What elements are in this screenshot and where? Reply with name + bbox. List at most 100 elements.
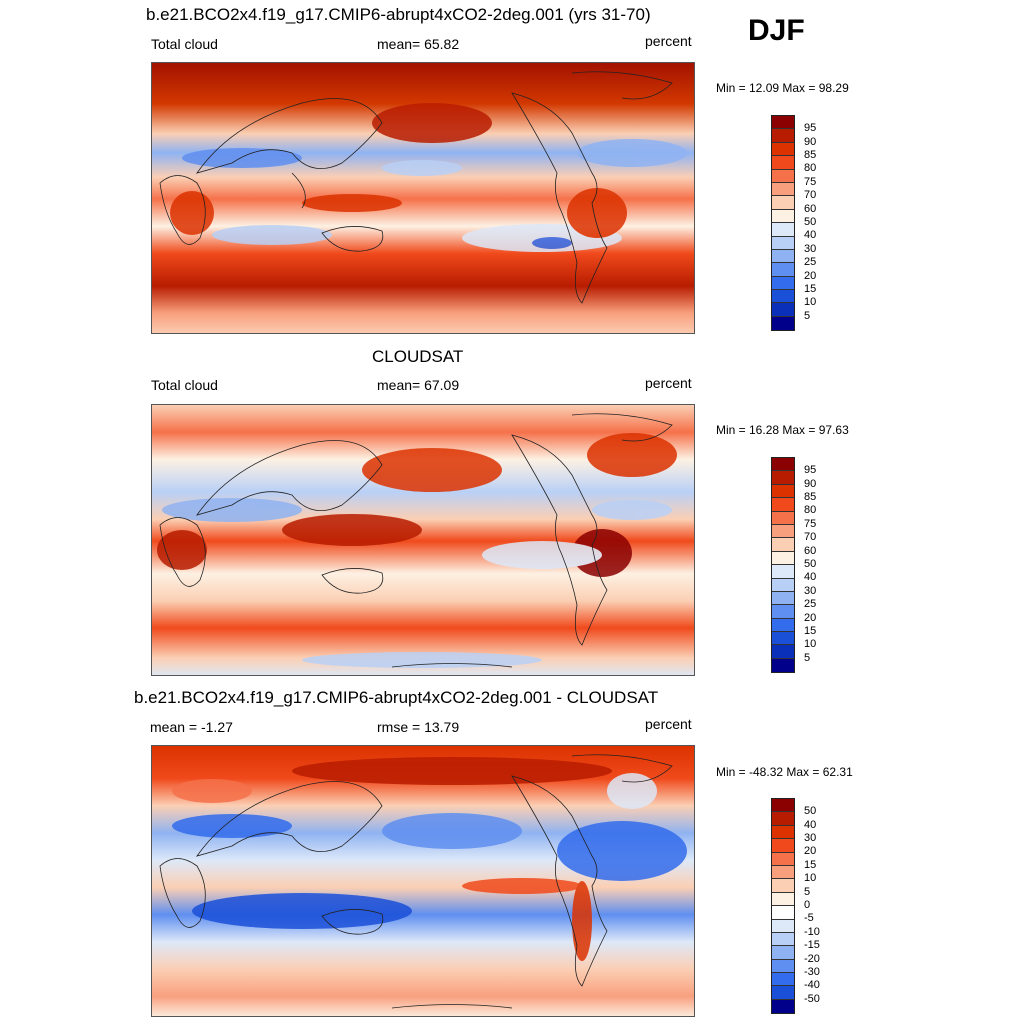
colorbar-tick-label: 20 <box>804 269 817 282</box>
colorbar-tick-label: 75 <box>804 517 817 530</box>
colorbar-tick-label: -5 <box>804 912 814 925</box>
season-label: DJF <box>748 14 805 47</box>
colorbar-tick-label: 90 <box>804 135 817 148</box>
panel-1-colorbar-cell <box>772 209 794 224</box>
colorbar-tick-label: 5 <box>804 309 811 322</box>
panel-1-title: b.e21.BCO2x4.f19_g17.CMIP6-abrupt4xCO2-2… <box>146 5 651 24</box>
panel-3-colorbar-cell <box>772 986 794 1000</box>
panel-1-colorbar-cell <box>772 156 794 170</box>
colorbar-tick-label: 10 <box>804 296 817 309</box>
panel-3-colorbar <box>771 798 795 1015</box>
panel-1-colorbar-cell <box>772 142 794 157</box>
colorbar-tick-label: 20 <box>804 845 817 858</box>
panel-2-minmax: Min = 16.28 Max = 97.63 <box>716 423 849 437</box>
panel-3-colorbar-cell <box>772 825 794 840</box>
panel-1-colorbar-cell <box>772 236 794 250</box>
panel-1-colorbar-cell <box>772 169 794 183</box>
colorbar-tick-label: 85 <box>804 148 817 161</box>
panel-2-blobs <box>157 433 677 668</box>
panel-3-units-label: percent <box>645 716 692 732</box>
panel-1-colorbar-cell <box>772 196 794 210</box>
panel-1-variable-label: Total cloud <box>151 36 218 52</box>
colorbar-tick-label: 30 <box>804 242 817 255</box>
colorbar-tick-label: 85 <box>804 490 817 503</box>
colorbar-tick-label: 10 <box>804 638 817 651</box>
colorbar-tick-label: 50 <box>804 215 817 228</box>
panel-1-colorbar-cell <box>772 223 794 237</box>
colorbar-tick-label: 40 <box>804 229 817 242</box>
colorbar-tick-label: 25 <box>804 256 817 269</box>
panel-3-title: b.e21.BCO2x4.f19_g17.CMIP6-abrupt4xCO2-2… <box>134 688 659 707</box>
panel-3-colorbar-cell <box>772 999 794 1014</box>
panel-3-colorbar-cell <box>772 812 794 826</box>
colorbar-tick-label: 15 <box>804 858 817 871</box>
colorbar-tick-label: -50 <box>804 992 820 1005</box>
panel-1-colorbar-cell <box>772 129 794 143</box>
panel-1-colorbar-cell <box>772 290 794 304</box>
panel-2-mean-label: mean= 67.09 <box>377 377 460 393</box>
colorbar-tick-label: 0 <box>804 898 811 911</box>
colorbar-tick-label: 50 <box>804 557 817 570</box>
panel-2-colorbar-cell <box>772 524 794 539</box>
panel-1-colorbar-cell <box>772 263 794 277</box>
panel-1-units-label: percent <box>645 33 692 49</box>
colorbar-tick-label: 75 <box>804 175 817 188</box>
panel-1-minmax: Min = 12.09 Max = 98.29 <box>716 81 849 95</box>
panel-1-colorbar-cell <box>772 316 794 331</box>
panel-3-map <box>151 745 695 1017</box>
colorbar-tick-label: 5 <box>804 885 811 898</box>
panel-2-colorbar-cell <box>772 484 794 499</box>
panel-1-colorbar <box>771 115 795 332</box>
panel-2-colorbar-cell <box>772 551 794 566</box>
panel-2-variable-label: Total cloud <box>151 377 218 393</box>
panel-2-colorbar-cell <box>772 458 794 472</box>
panel-3-colorbar-cell <box>772 865 794 880</box>
panel-2-colorbar-cell <box>772 471 794 485</box>
panel-1-colorbar-cell <box>772 249 794 264</box>
colorbar-tick-label: -30 <box>804 965 820 978</box>
panel-2-colorbar-cell <box>772 658 794 673</box>
colorbar-tick-label: 20 <box>804 611 817 624</box>
colorbar-tick-label: 30 <box>804 831 817 844</box>
colorbar-tick-label: 50 <box>804 805 817 817</box>
colorbar-tick-label: -20 <box>804 952 820 965</box>
colorbar-tick-label: 95 <box>804 122 817 134</box>
panel-2-colorbar <box>771 457 795 674</box>
panel-2-colorbar-cell <box>772 632 794 646</box>
panel-3-colorbar-cell <box>772 959 794 974</box>
panel-3-blobs <box>172 757 687 961</box>
panel-1-colorbar-cell <box>772 303 794 317</box>
colorbar-tick-label: 80 <box>804 504 817 517</box>
colorbar-tick-label: 95 <box>804 464 817 476</box>
colorbar-tick-label: 60 <box>804 544 817 557</box>
colorbar-tick-label: 60 <box>804 202 817 215</box>
panel-3-rmse-label: rmse = 13.79 <box>377 719 460 735</box>
colorbar-tick-label: 10 <box>804 872 817 885</box>
panel-2-colorbar-cell <box>772 538 794 552</box>
panel-2-colorbar-cell <box>772 645 794 659</box>
panel-1-colorbar-cell <box>772 182 794 197</box>
panel-3-colorbar-cell <box>772 879 794 893</box>
panel-2-colorbar-cell <box>772 591 794 606</box>
panel-3-colorbar-cell <box>772 932 794 947</box>
colorbar-tick-label: 25 <box>804 598 817 611</box>
colorbar-tick-label: 30 <box>804 584 817 597</box>
colorbar-tick-label: -10 <box>804 925 820 938</box>
panel-3-colorbar-cell <box>772 852 794 866</box>
colorbar-tick-label: 70 <box>804 189 817 202</box>
panel-1-map <box>151 62 695 334</box>
panel-2-colorbar-cell <box>772 498 794 512</box>
panel-2-title: CLOUDSAT <box>372 347 464 366</box>
panel-3-colorbar-cell <box>772 906 794 920</box>
colorbar-tick-label: -40 <box>804 979 820 992</box>
panel-3-mean-label: mean = -1.27 <box>150 719 233 735</box>
panel-2-units-label: percent <box>645 375 692 391</box>
colorbar-tick-label: -15 <box>804 939 820 952</box>
colorbar-tick-label: 80 <box>804 162 817 175</box>
panel-3-colorbar-cell <box>772 839 794 853</box>
panel-3-colorbar-cell <box>772 946 794 960</box>
panel-1-blobs <box>170 103 687 252</box>
panel-3-minmax: Min = -48.32 Max = 62.31 <box>716 765 853 779</box>
panel-2-colorbar-cell <box>772 605 794 619</box>
colorbar-tick-label: 40 <box>804 571 817 584</box>
